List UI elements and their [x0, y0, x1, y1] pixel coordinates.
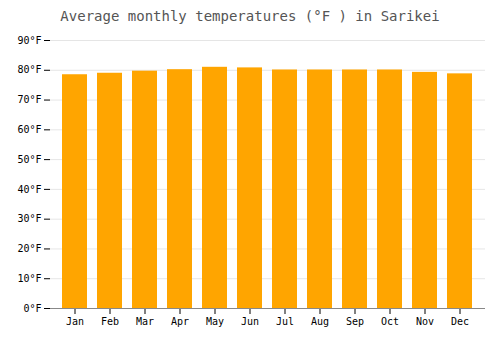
svg-text:Sep: Sep	[346, 316, 364, 327]
svg-text:Jul: Jul	[276, 316, 294, 327]
svg-text:Feb: Feb	[101, 316, 119, 327]
svg-text:70°F: 70°F	[17, 94, 41, 105]
svg-text:90°F: 90°F	[17, 35, 41, 46]
svg-text:60°F: 60°F	[17, 124, 41, 135]
svg-text:50°F: 50°F	[17, 154, 41, 165]
svg-text:Apr: Apr	[171, 316, 189, 327]
svg-text:May: May	[206, 316, 224, 327]
svg-text:Nov: Nov	[416, 316, 434, 327]
html-text:Average monthly temperatures (: Average monthly temperatures (°F ) in Sa…	[60, 8, 440, 24]
svg-text:0°F: 0°F	[23, 303, 41, 314]
svg-text:10°F: 10°F	[17, 273, 41, 284]
svg-text:Dec: Dec	[451, 316, 469, 327]
svg-text:80°F: 80°F	[17, 64, 41, 75]
svg-text:Aug: Aug	[311, 316, 329, 327]
svg-text:40°F: 40°F	[17, 184, 41, 195]
svg-text:30°F: 30°F	[17, 213, 41, 224]
svg-text:Oct: Oct	[381, 316, 399, 327]
svg-text:Mar: Mar	[136, 316, 154, 327]
svg-text:Jun: Jun	[241, 316, 259, 327]
svg-text:20°F: 20°F	[17, 243, 41, 254]
svg-text:Jan: Jan	[66, 316, 84, 327]
